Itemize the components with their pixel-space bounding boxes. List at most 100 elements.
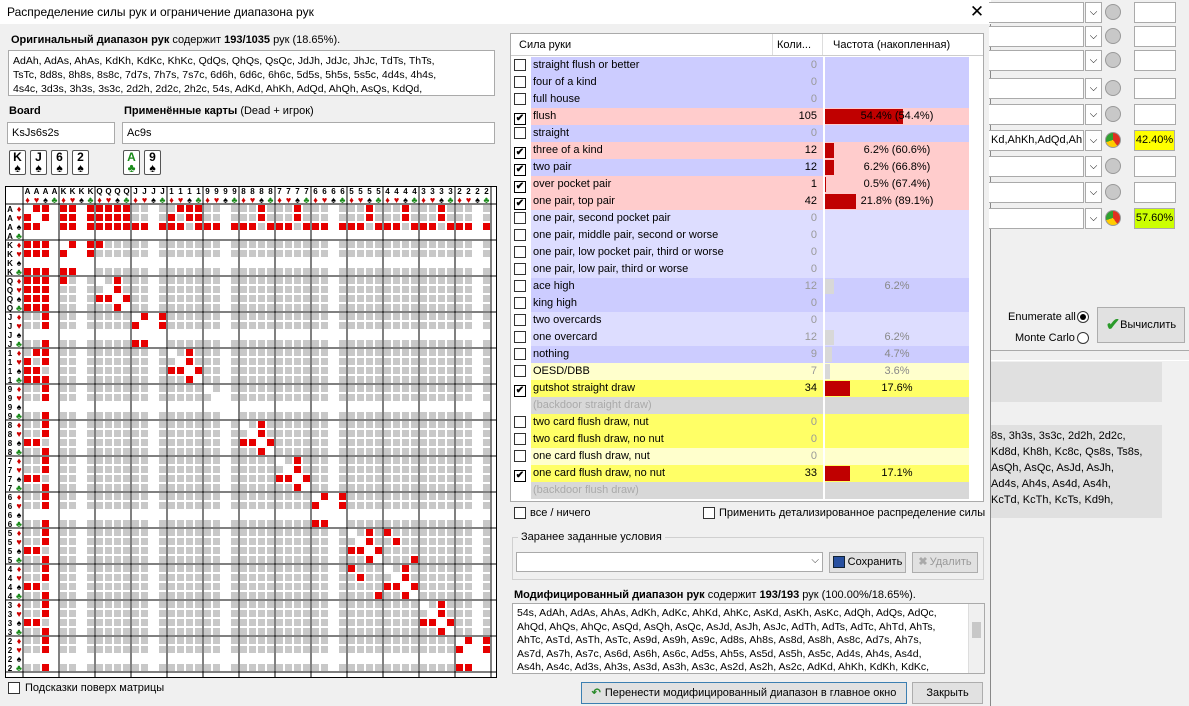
- strength-row[interactable]: two card flush draw, nut 0: [511, 414, 983, 431]
- range-field[interactable]: [989, 26, 1084, 47]
- range-field-5[interactable]: Kd,AhKh,AdQd,Ah: [991, 134, 1083, 146]
- strength-row[interactable]: ✔ one card flush draw, no nut 33 17.1%: [511, 465, 983, 482]
- range-field[interactable]: [989, 208, 1084, 229]
- circle-icon[interactable]: [1105, 80, 1121, 96]
- strength-row[interactable]: ✔ over pocket pair 1 0.5% (67.4%): [511, 176, 983, 193]
- range-field[interactable]: [989, 50, 1084, 71]
- strength-checkbox[interactable]: [514, 76, 526, 88]
- range-field[interactable]: [989, 130, 1084, 151]
- chevron-down-icon[interactable]: ⌵: [1085, 104, 1102, 125]
- chevron-down-icon[interactable]: ⌵: [1085, 208, 1102, 229]
- strength-checkbox[interactable]: [514, 314, 526, 326]
- circle-icon[interactable]: [1105, 184, 1121, 200]
- strength-checkbox[interactable]: [514, 331, 526, 343]
- range-field[interactable]: [989, 2, 1084, 23]
- all-none-checkbox[interactable]: [514, 507, 526, 519]
- delete-button[interactable]: ✖ Удалить: [912, 552, 978, 573]
- strength-checkbox[interactable]: [514, 297, 526, 309]
- strength-checkbox[interactable]: [514, 246, 526, 258]
- strength-checkbox[interactable]: ✔: [514, 164, 526, 176]
- strength-checkbox[interactable]: ✔: [514, 385, 526, 397]
- chevron-down-icon[interactable]: ⌵: [1085, 130, 1102, 151]
- transfer-button[interactable]: ↶ Перенести модифицированный диапазон в г…: [581, 682, 907, 704]
- hint-option[interactable]: Подсказки поверх матрицы: [8, 682, 164, 694]
- circle-icon[interactable]: [1105, 28, 1121, 44]
- strength-checkbox[interactable]: [514, 93, 526, 105]
- strength-row[interactable]: straight flush or better 0: [511, 57, 983, 74]
- strength-row[interactable]: one pair, low pair, third or worse 0: [511, 261, 983, 278]
- strength-row[interactable]: nothing 9 4.7%: [511, 346, 983, 363]
- strength-row[interactable]: two card flush draw, no nut 0: [511, 431, 983, 448]
- close-icon[interactable]: ✕: [969, 2, 985, 21]
- strength-checkbox[interactable]: [514, 127, 526, 139]
- strength-checkbox[interactable]: [514, 416, 526, 428]
- enumerate-radio[interactable]: [1077, 311, 1089, 323]
- strength-checkbox[interactable]: [514, 348, 526, 360]
- col-count[interactable]: Коли...: [773, 34, 823, 55]
- calculate-button[interactable]: ✔Вычислить: [1097, 307, 1185, 343]
- hand-matrix[interactable]: A ♦ A ♥ A ♠ A ♣ A ♦ A ♥ A ♠ A ♣ K ♦ K ♥ K ♠ K ♣ K ♦ K ♥ K ♠ K ♣ Q ♦ Q ♥ Q ♠ Q ♣…: [5, 186, 497, 678]
- circle-icon[interactable]: [1105, 4, 1121, 20]
- orig-range-textarea[interactable]: AdAh, AdAs, AhAs, KdKh, KdKc, KhKc, QdQs…: [8, 50, 495, 96]
- circle-icon[interactable]: [1105, 158, 1121, 174]
- strength-row[interactable]: ✔ gutshot straight draw 34 17.6%: [511, 380, 983, 397]
- detailed-checkbox[interactable]: [703, 507, 715, 519]
- hint-checkbox[interactable]: [8, 682, 20, 694]
- board-input[interactable]: KsJs6s2s: [7, 122, 115, 144]
- strength-row[interactable]: ✔ three of a kind 12 6.2% (60.6%): [511, 142, 983, 159]
- strength-row[interactable]: one overcard 12 6.2%: [511, 329, 983, 346]
- strength-checkbox[interactable]: [514, 450, 526, 462]
- strength-checkbox[interactable]: [514, 365, 526, 377]
- strength-row[interactable]: king high 0: [511, 295, 983, 312]
- strength-row[interactable]: ace high 12 6.2%: [511, 278, 983, 295]
- applied-card[interactable]: A ♣: [123, 150, 140, 175]
- strength-checkbox[interactable]: [514, 229, 526, 241]
- strength-checkbox[interactable]: ✔: [514, 147, 526, 159]
- strength-row[interactable]: ✔ flush 105 54.4% (54.4%): [511, 108, 983, 125]
- chevron-down-icon[interactable]: ⌵: [1085, 26, 1102, 47]
- detailed-option[interactable]: Применить детализированное распределение…: [703, 507, 985, 519]
- strength-checkbox[interactable]: ✔: [514, 198, 526, 210]
- strength-checkbox[interactable]: ✔: [514, 470, 526, 482]
- strength-row[interactable]: four of a kind 0: [511, 74, 983, 91]
- col-strength[interactable]: Сила руки: [511, 34, 773, 55]
- applied-card[interactable]: 9 ♠: [144, 150, 161, 175]
- applied-input[interactable]: Ac9s: [122, 122, 495, 144]
- strength-checkbox[interactable]: [514, 212, 526, 224]
- strength-checkbox[interactable]: [514, 280, 526, 292]
- strength-row[interactable]: straight 0: [511, 125, 983, 142]
- all-none-option[interactable]: все / ничего: [514, 507, 590, 519]
- circle-icon[interactable]: [1105, 52, 1121, 68]
- strength-row[interactable]: one pair, second pocket pair 0: [511, 210, 983, 227]
- strength-row[interactable]: full house 0: [511, 91, 983, 108]
- board-card[interactable]: J ♠: [30, 150, 47, 175]
- preset-select[interactable]: ⌵: [516, 552, 823, 572]
- mod-scrollbar[interactable]: [968, 604, 984, 673]
- chevron-down-icon[interactable]: ⌵: [1085, 156, 1102, 177]
- range-field[interactable]: [989, 156, 1084, 177]
- range-field[interactable]: [989, 182, 1084, 203]
- strength-row[interactable]: OESD/DBB 7 3.6%: [511, 363, 983, 380]
- chevron-down-icon[interactable]: ⌵: [1085, 78, 1102, 99]
- chevron-down-icon[interactable]: ⌵: [1085, 50, 1102, 71]
- strength-row[interactable]: (backdoor flush draw): [511, 482, 983, 499]
- strength-row[interactable]: (backdoor straight draw): [511, 397, 983, 414]
- dialog-close-button[interactable]: Закрыть: [912, 682, 983, 704]
- board-card[interactable]: 6 ♠: [51, 150, 68, 175]
- strength-row[interactable]: one pair, middle pair, second or worse 0: [511, 227, 983, 244]
- strength-checkbox[interactable]: [514, 59, 526, 71]
- montecarlo-radio[interactable]: [1077, 332, 1089, 344]
- strength-checkbox[interactable]: [514, 433, 526, 445]
- pie-chart-icon[interactable]: [1105, 210, 1121, 226]
- col-freq[interactable]: Частота (накопленная): [833, 39, 951, 51]
- board-card[interactable]: K ♠: [9, 150, 26, 175]
- strength-checkbox[interactable]: ✔: [514, 181, 526, 193]
- strength-checkbox[interactable]: ✔: [514, 113, 526, 125]
- strength-row[interactable]: one card flush draw, nut 0: [511, 448, 983, 465]
- board-card[interactable]: 2 ♠: [72, 150, 89, 175]
- strength-row[interactable]: ✔ two pair 12 6.2% (66.8%): [511, 159, 983, 176]
- range-field[interactable]: [989, 78, 1084, 99]
- strength-row[interactable]: two overcards 0: [511, 312, 983, 329]
- chevron-down-icon[interactable]: ⌵: [1085, 182, 1102, 203]
- hand-matrix-svg[interactable]: A♦A♥A♠A♣A ♦A ♥A ♠A ♣K♦K♥K♠K♣K ♦K ♥K ♠K ♣Q♦Q♥Q♠Q♣…: [5, 186, 497, 678]
